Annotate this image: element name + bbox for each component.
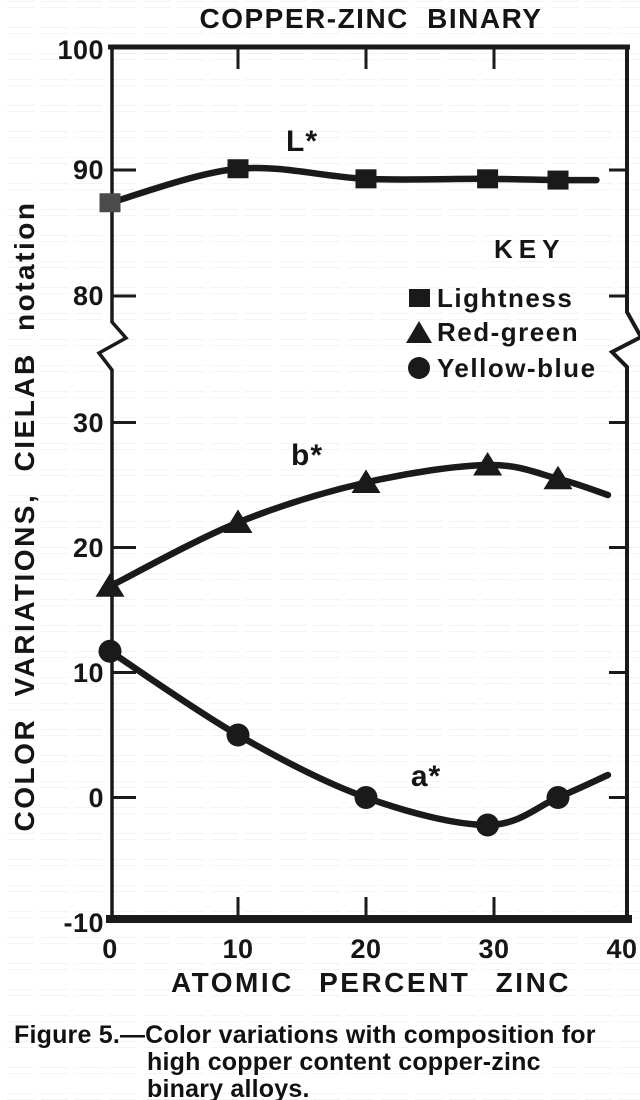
a*-data-point: [546, 786, 570, 809]
L*-data-point: [477, 169, 499, 189]
y-tick-label-100: 100: [57, 35, 104, 65]
caption-line-3: binary alloys.: [147, 1075, 310, 1100]
y-tick-label-10: 10: [72, 657, 104, 688]
legend-item-yellow-blue: Yellow-blue: [400, 351, 597, 385]
curve-label-L-star: L*: [286, 125, 318, 158]
figure-caption: Figure 5.—Color variations with composit…: [14, 1022, 634, 1100]
y-tick-label-20: 20: [72, 532, 104, 563]
legend-item-label: Lightness: [437, 282, 574, 313]
x-tick-label-10: 10: [222, 934, 254, 964]
x-tick-label-20: 20: [350, 934, 382, 964]
caption-line-1: Figure 5.—Color variations with composit…: [14, 1021, 596, 1049]
x-tick-label-30: 30: [478, 934, 510, 964]
L*-curve: [106, 164, 600, 207]
x-axis-label: ATOMIC PERCENT ZINC: [170, 967, 572, 998]
a*-data-point: [476, 813, 500, 837]
x-tick-label-0: 0: [102, 934, 118, 964]
legend-item-label: Yellow-blue: [437, 352, 597, 383]
b*-data-point: [95, 573, 125, 597]
legend-item-label: Red-green: [437, 316, 580, 347]
L*-data-point: [355, 169, 377, 189]
a*-data-point: [226, 723, 250, 747]
y-tick-label-80: 80: [72, 281, 104, 311]
x-tick-label-40: 40: [606, 934, 638, 964]
caption-line-2: high copper content copper-zinc: [147, 1048, 541, 1076]
y-tick-label-0: 0: [88, 782, 104, 813]
right-axis-line-with-break: [608, 45, 640, 919]
L*-data-point: [227, 159, 249, 179]
square-icon: [400, 285, 437, 311]
legend-title: KEY: [494, 234, 566, 264]
legend-item-red-green: Red-green: [400, 315, 579, 349]
L*-data-point: [99, 193, 121, 213]
legend-item-lightness: Lightness: [400, 281, 573, 315]
y-tick-label-30: 30: [72, 407, 104, 438]
circle-icon: [400, 355, 437, 381]
curve-label-a-star: a*: [410, 760, 442, 793]
curve-label-b-star: b*: [291, 439, 323, 472]
a*-data-point: [354, 786, 378, 809]
L*-data-point: [547, 170, 569, 190]
y-tick-label-90: 90: [72, 155, 104, 185]
triangle-icon: [400, 319, 437, 345]
